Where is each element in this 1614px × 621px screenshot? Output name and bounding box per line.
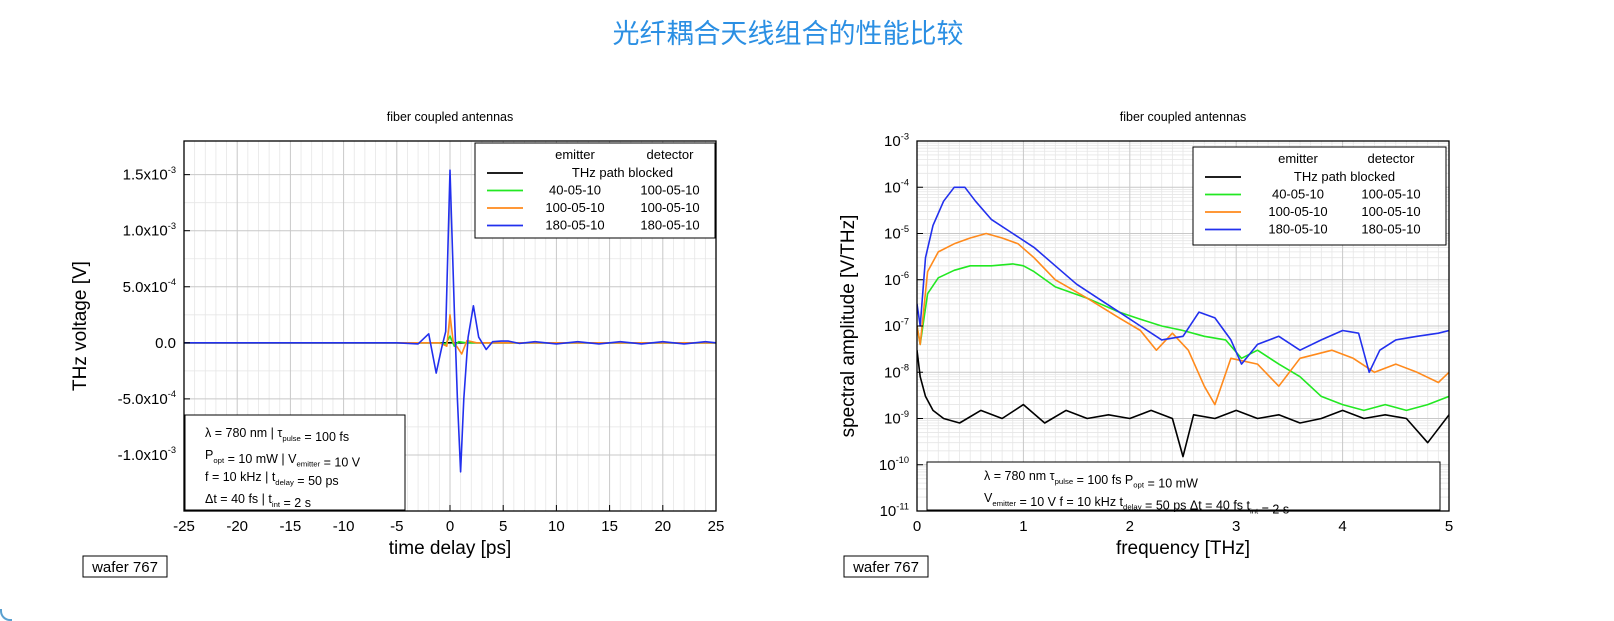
y-tick-label: 10-9 [884,409,909,428]
x-tick-label: -10 [333,518,355,535]
x-axis-label: time delay [ps] [389,538,512,559]
info-box: λ = 780 nm | τpulse = 100 fs Popt = 10 mW… [184,414,406,511]
y-tick-label: 10-3 [884,131,909,150]
legend: emitter detector THz path blocked 40-05-10 1… [474,142,716,239]
series-line-green [917,263,1449,412]
info-line: Δt = 40 fs | tint = 2 s [205,492,311,510]
x-tick-label: 20 [654,518,671,535]
legend-emitter: 40-05-10 [549,183,601,198]
legend-emitter: 40-05-10 [1272,187,1324,202]
x-tick-label: 2 [1126,518,1134,535]
info-line: λ = 780 nm | τpulse = 100 fs [205,426,349,444]
x-tick-label: 15 [601,518,618,535]
x-tick-label: 5 [499,518,507,535]
legend-emitter: 100-05-10 [1268,204,1327,219]
x-tick-label: -20 [226,518,248,535]
series-group [184,169,716,473]
x-tick-label: 0 [446,518,454,535]
legend-emitter: 100-05-10 [545,200,604,215]
wafer-tag: wafer 767 [91,559,158,576]
legend-emitter: 180-05-10 [545,218,604,233]
y-tick-label: 10-8 [884,363,909,382]
x-tick-label: 5 [1445,518,1453,535]
x-tick-label: 3 [1232,518,1240,535]
legend-emitter: 180-05-10 [1268,222,1327,237]
series-line-black [917,350,1449,458]
series-line-blue [917,186,1449,374]
y-tick-label: 5.0x10-4 [123,277,176,296]
legend-header-emitter: emitter [1278,151,1318,166]
legend-detector: 100-05-10 [640,200,699,215]
info-box: λ = 780 nm τpulse = 100 fs Popt = 10 mWV… [926,461,1441,516]
x-tick-label: 25 [708,518,725,535]
legend-detector: 180-05-10 [1361,222,1420,237]
series-group [917,186,1449,458]
wafer-tag: wafer 767 [852,559,919,576]
series-line-orange [184,313,716,355]
legend-label: THz path blocked [1294,169,1395,184]
x-tick-label: -5 [390,518,403,535]
wafer-tag-box [82,555,168,578]
y-tick-label: 1.0x10-3 [123,221,176,240]
legend-header-detector: detector [647,147,695,162]
x-tick-label: 0 [913,518,921,535]
legend-detector: 180-05-10 [640,218,699,233]
legend-header-emitter: emitter [555,147,595,162]
x-tick-label: -15 [280,518,302,535]
chart-title: fiber coupled antennas [387,110,513,124]
legend-detector: 100-05-10 [640,183,699,198]
legend-detector: 100-05-10 [1361,187,1420,202]
info-line: λ = 780 nm τpulse = 100 fs Popt = 10 mW [984,469,1198,491]
y-axis-label: THz voltage [V] [70,261,91,391]
legend-detector: 100-05-10 [1361,204,1420,219]
chart-time-domain: fiber coupled antennas -25 -20 -15 -10 -5 0 5 10… [70,110,725,578]
wafer-tag-box [843,555,929,578]
x-tick-label: 10 [548,518,565,535]
y-tick-label: 10-4 [884,178,909,197]
series-line-blue [184,169,716,473]
legend-header-detector: detector [1368,151,1416,166]
y-tick-label: 10-11 [880,501,909,520]
y-tick-label: -1.0x10-3 [118,445,176,464]
y-axis-label: spectral amplitude [V/THz] [838,215,859,438]
series-line-orange [917,232,1449,406]
legend-label: THz path blocked [572,165,673,180]
y-tick-label: 10-5 [884,224,909,243]
y-tick-label: 0.0 [155,335,176,352]
x-tick-label: -25 [173,518,195,535]
info-box-frame [184,414,406,511]
y-tick-label: 10-10 [879,455,909,474]
legend: emitter detector THz path blocked 40-05-10 1… [1192,146,1447,246]
x-tick-label: 4 [1338,518,1346,535]
slide-corner-decoration [0,609,12,621]
x-tick-label: 1 [1019,518,1027,535]
x-axis-label: frequency [THz] [1116,538,1250,559]
chart-title: fiber coupled antennas [1120,110,1246,124]
y-tick-label: 1.5x10-3 [123,165,176,184]
info-line: Popt = 10 mW | Vemitter = 10 V [205,448,361,470]
y-tick-label: 10-7 [884,316,909,335]
y-tick-label: 10-6 [884,270,909,289]
info-line: f = 10 kHz | tdelay = 50 ps [205,470,339,488]
info-box-frame [926,461,1441,511]
y-tick-label: -5.0x10-4 [118,389,176,408]
page-title: 光纤耦合天线组合的性能比较 [612,19,964,50]
chart-spectrum: fiber coupled antennas 0 1 2 3 4 5 10-11 10-10 10… [838,110,1453,578]
info-line: Vemitter = 10 V f = 10 kHz tdelay = 50 p… [984,491,1289,516]
